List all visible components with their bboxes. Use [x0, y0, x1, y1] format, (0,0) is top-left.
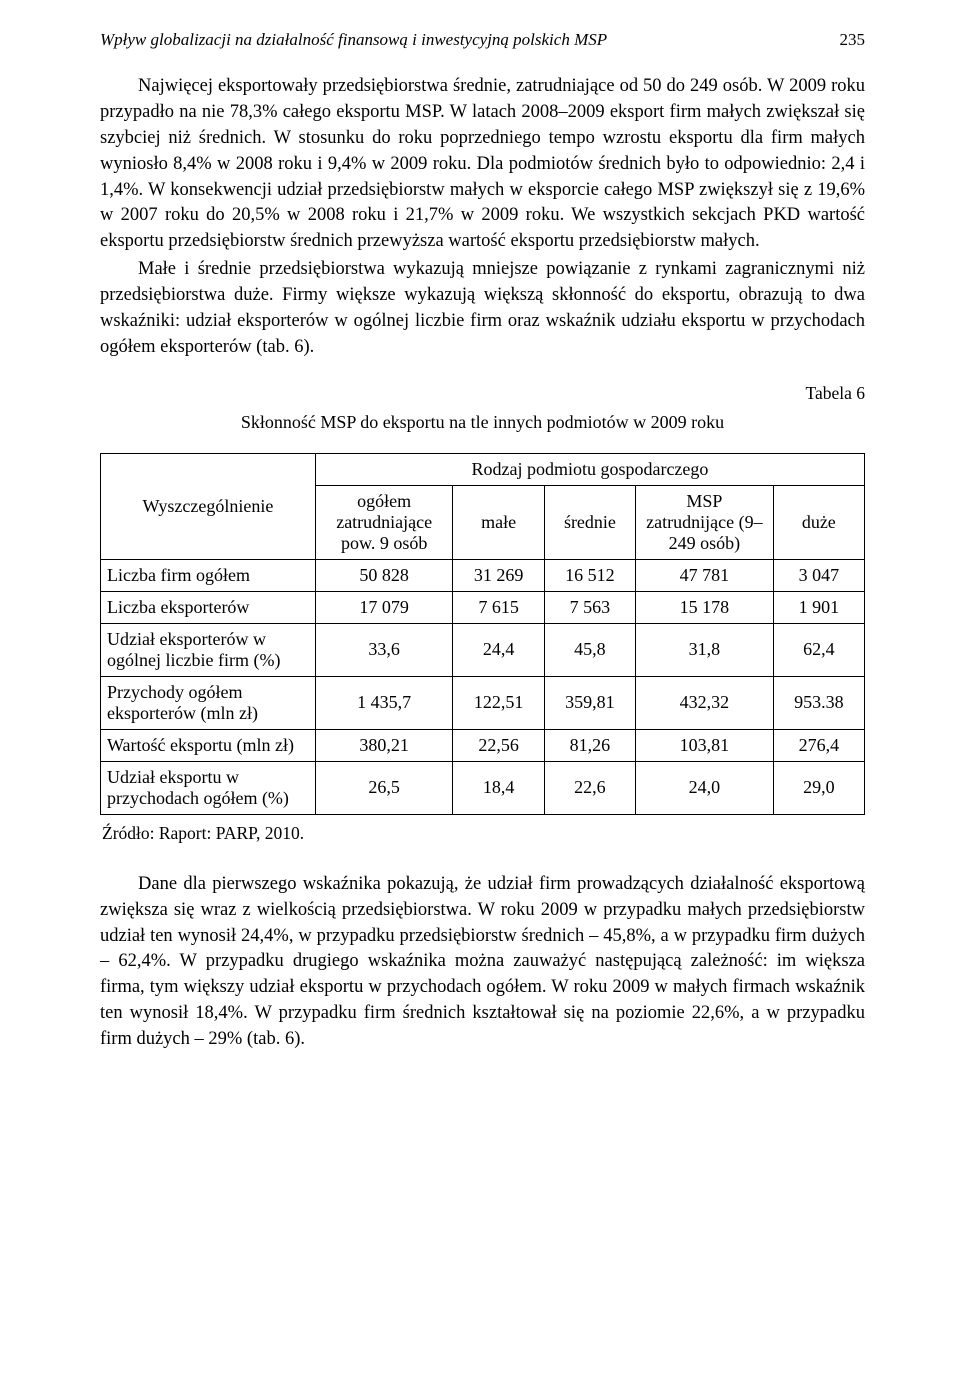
table-row: Przychody ogółem eksporterów (mln zł) 1 … [101, 676, 865, 729]
cell: 29,0 [773, 761, 864, 814]
cell: 45,8 [544, 623, 635, 676]
table-row: Udział eksportu w przychodach ogółem (%)… [101, 761, 865, 814]
cell: 276,4 [773, 729, 864, 761]
cell: 22,56 [453, 729, 544, 761]
cell: 103,81 [636, 729, 774, 761]
row-label: Liczba firm ogółem [101, 559, 316, 591]
running-header-text: Wpływ globalizacji na działalność finans… [100, 30, 607, 49]
col-header-3: średnie [544, 485, 635, 559]
cell: 1 901 [773, 591, 864, 623]
table-source: Źródło: Raport: PARP, 2010. [100, 823, 865, 844]
cell: 26,5 [315, 761, 453, 814]
col-header-2: małe [453, 485, 544, 559]
content-block-1: Najwięcej eksportowały przedsiębiorstwa … [100, 74, 865, 361]
paragraph-1: Najwięcej eksportowały przedsiębiorstwa … [100, 74, 865, 255]
cell: 359,81 [544, 676, 635, 729]
cell: 18,4 [453, 761, 544, 814]
col-header-4: MSP zatrudnijące (9–249 osób) [636, 485, 774, 559]
table-row: Liczba firm ogółem 50 828 31 269 16 512 … [101, 559, 865, 591]
content-block-2: Dane dla pierwszego wskaźnika pokazują, … [100, 872, 865, 1053]
cell: 47 781 [636, 559, 774, 591]
table-row: Udział eksporterów w ogólnej liczbie fir… [101, 623, 865, 676]
table-title: Skłonność MSP do eksportu na tle innych … [100, 412, 865, 433]
row-header-cell: Wyszczególnienie [101, 453, 316, 559]
row-label: Udział eksporterów w ogólnej liczbie fir… [101, 623, 316, 676]
cell: 22,6 [544, 761, 635, 814]
table-row: Liczba eksporterów 17 079 7 615 7 563 15… [101, 591, 865, 623]
cell: 7 615 [453, 591, 544, 623]
cell: 122,51 [453, 676, 544, 729]
cell: 3 047 [773, 559, 864, 591]
cell: 31,8 [636, 623, 774, 676]
col-header-5: duże [773, 485, 864, 559]
cell: 16 512 [544, 559, 635, 591]
paragraph-3: Dane dla pierwszego wskaźnika pokazują, … [100, 872, 865, 1053]
cell: 380,21 [315, 729, 453, 761]
paragraph-2: Małe i średnie przedsiębiorstwa wykazują… [100, 257, 865, 361]
running-header: Wpływ globalizacji na działalność finans… [100, 30, 865, 50]
cell: 50 828 [315, 559, 453, 591]
cell: 81,26 [544, 729, 635, 761]
row-label: Wartość eksportu (mln zł) [101, 729, 316, 761]
cell: 31 269 [453, 559, 544, 591]
cell: 62,4 [773, 623, 864, 676]
cell: 1 435,7 [315, 676, 453, 729]
row-label: Przychody ogółem eksporterów (mln zł) [101, 676, 316, 729]
table-row: Wartość eksportu (mln zł) 380,21 22,56 8… [101, 729, 865, 761]
col-header-1: ogółem zatrudniające pow. 9 osób [315, 485, 453, 559]
cell: 432,32 [636, 676, 774, 729]
row-label: Udział eksportu w przychodach ogółem (%) [101, 761, 316, 814]
spanned-header: Rodzaj podmiotu gospodarczego [315, 453, 864, 485]
cell: 15 178 [636, 591, 774, 623]
cell: 24,0 [636, 761, 774, 814]
cell: 7 563 [544, 591, 635, 623]
row-label: Liczba eksporterów [101, 591, 316, 623]
page-number: 235 [840, 30, 866, 50]
cell: 953.38 [773, 676, 864, 729]
cell: 33,6 [315, 623, 453, 676]
data-table: Wyszczególnienie Rodzaj podmiotu gospoda… [100, 453, 865, 815]
cell: 24,4 [453, 623, 544, 676]
table-label: Tabela 6 [100, 383, 865, 404]
cell: 17 079 [315, 591, 453, 623]
